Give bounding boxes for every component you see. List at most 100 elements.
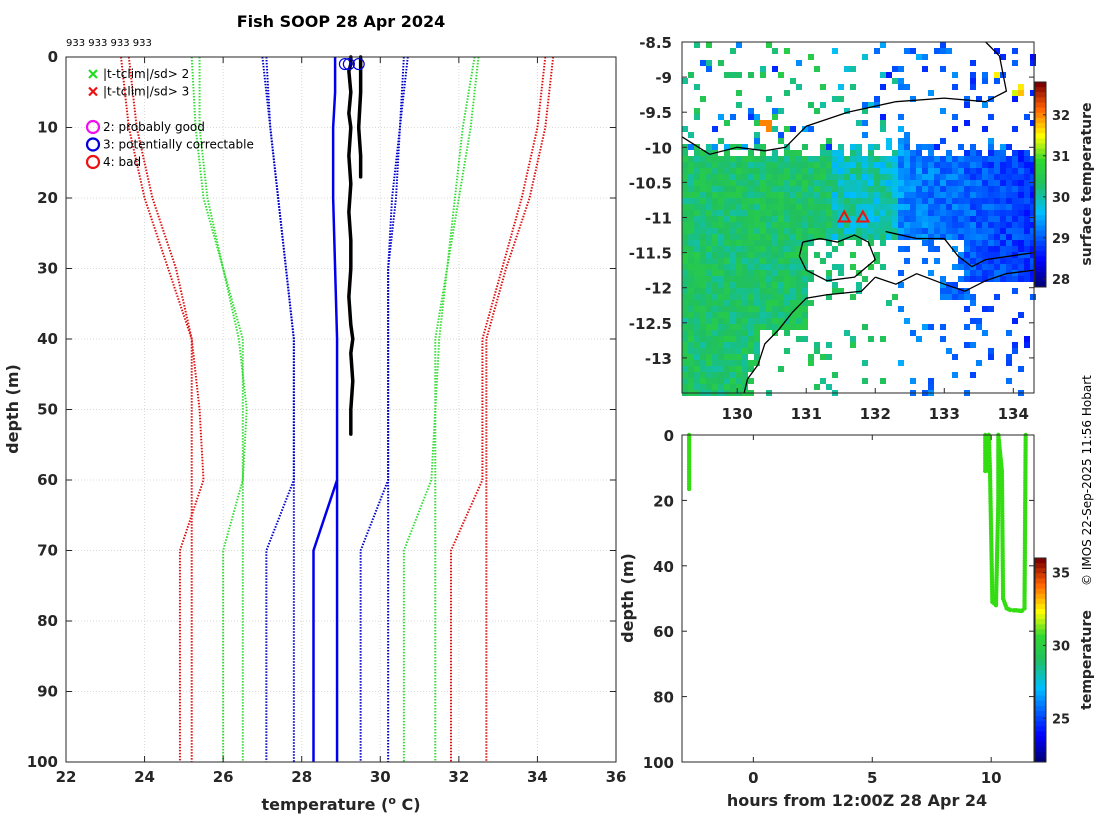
sst-cell	[946, 156, 952, 162]
sst-cell	[682, 276, 688, 282]
sst-cell	[832, 216, 838, 222]
sst-cell	[832, 168, 838, 174]
sst-cell	[994, 162, 1000, 168]
sst-cell	[904, 216, 910, 222]
sst-cell	[706, 222, 712, 228]
sst-cell	[730, 168, 736, 174]
sst-cell	[1024, 234, 1030, 240]
sst-cell	[682, 282, 688, 288]
sst-cell	[760, 192, 766, 198]
sst-cell	[778, 276, 784, 282]
sst-cell	[772, 234, 778, 240]
sst-cell	[796, 198, 802, 204]
sst-cell	[970, 192, 976, 198]
sst-cell	[826, 252, 832, 258]
sst-cell	[742, 276, 748, 282]
legend-label: |t-tclim|/sd> 2	[103, 67, 189, 81]
td-colorbar-segment	[1035, 665, 1046, 671]
sst-cell	[940, 234, 946, 240]
sst-cell	[754, 198, 760, 204]
sst-cell	[700, 360, 706, 366]
sst-cell	[802, 216, 808, 222]
sst-cell	[724, 222, 730, 228]
sst-cell	[700, 324, 706, 330]
sst-cell	[682, 306, 688, 312]
sst-cell	[754, 162, 760, 168]
td-colorbar-segment	[1035, 603, 1046, 610]
x-tick-label: 34	[527, 768, 548, 786]
sst-cell	[952, 180, 958, 186]
sst-cell	[748, 174, 754, 180]
sst-cell	[748, 336, 754, 342]
sst-cell	[1030, 216, 1036, 222]
colorbar-segment	[1035, 184, 1046, 191]
sst-cell	[760, 270, 766, 276]
colorbar-segment	[1035, 153, 1046, 160]
colorbar-segment	[1035, 210, 1046, 216]
sst-cell	[994, 258, 1000, 264]
sst-cell	[832, 210, 838, 216]
sst-cell	[1030, 156, 1036, 162]
sst-cell	[706, 342, 712, 348]
td-colorbar-label: temperature	[1079, 610, 1095, 710]
sst-cell	[772, 240, 778, 246]
colorbar-segment	[1035, 240, 1046, 247]
sst-cell	[910, 150, 916, 156]
sst-cell	[898, 174, 904, 180]
sst-cell	[808, 180, 814, 186]
sst-cell	[784, 192, 790, 198]
map-y-tick-label: -11.5	[629, 245, 672, 263]
sst-cell	[796, 324, 802, 330]
sst-cell	[946, 198, 952, 204]
sst-cell	[700, 300, 706, 306]
sst-cell	[952, 294, 958, 300]
sst-cell	[736, 270, 742, 276]
sst-cell	[946, 192, 952, 198]
td-colorbar-segment	[1035, 609, 1046, 615]
sst-cell	[970, 210, 976, 216]
sst-cell	[778, 240, 784, 246]
sst-cell	[796, 300, 802, 306]
sst-cell	[772, 270, 778, 276]
sst-cell	[838, 288, 844, 294]
sst-cell	[958, 174, 964, 180]
sst-cell	[832, 174, 838, 180]
sst-cell	[862, 132, 868, 138]
sst-cell	[766, 240, 772, 246]
sst-cell	[850, 168, 856, 174]
sst-cell	[790, 162, 796, 168]
sst-cell	[946, 228, 952, 234]
td-colorbar-segment	[1035, 583, 1046, 590]
sst-cell	[796, 150, 802, 156]
sst-cell	[748, 348, 754, 354]
sst-cell	[748, 258, 754, 264]
sst-cell	[880, 198, 886, 204]
sst-cell	[706, 60, 712, 66]
sst-cell	[940, 66, 946, 72]
sst-cell	[688, 168, 694, 174]
sst-cell	[970, 156, 976, 162]
sst-cell	[928, 192, 934, 198]
sst-cell	[712, 348, 718, 354]
sst-cell	[1018, 264, 1024, 270]
sst-cell	[700, 306, 706, 312]
sst-cell	[964, 342, 970, 348]
sst-cell	[946, 348, 952, 354]
sst-cell	[988, 180, 994, 186]
sst-cell	[934, 258, 940, 264]
sst-cell	[778, 108, 784, 114]
sst-cell	[754, 294, 760, 300]
sst-cell	[814, 252, 820, 258]
sst-cell	[742, 228, 748, 234]
sst-cell	[712, 210, 718, 216]
sst-cell	[778, 180, 784, 186]
colorbar-segment	[1035, 164, 1046, 170]
sst-cell	[886, 138, 892, 144]
sst-cell	[1024, 270, 1030, 276]
sst-cell	[682, 270, 688, 276]
sst-cell	[706, 66, 712, 72]
sst-cell	[730, 348, 736, 354]
sst-cell	[736, 318, 742, 324]
td-colorbar-segment	[1035, 756, 1046, 763]
sst-cell	[730, 240, 736, 246]
